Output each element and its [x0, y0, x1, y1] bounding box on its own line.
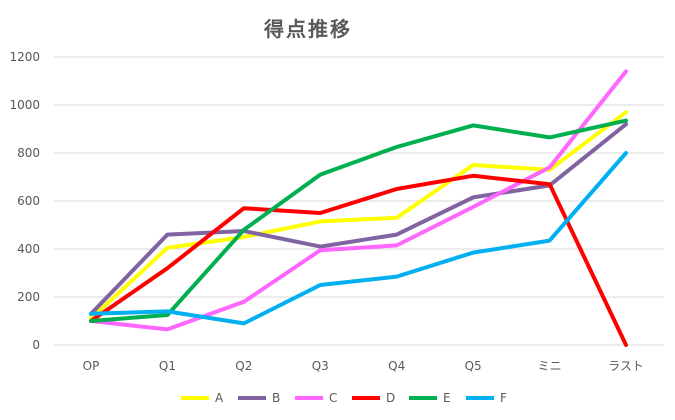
x-tick-label: OP	[83, 359, 100, 373]
legend-label-b: B	[272, 391, 280, 405]
series-line-c	[89, 69, 628, 332]
x-tick-label: Q4	[388, 359, 405, 373]
y-tick-label: 200	[17, 290, 40, 304]
x-tick-label: Q5	[465, 359, 482, 373]
y-tick-label: 400	[17, 242, 40, 256]
series-line-e	[89, 118, 628, 323]
chart-title: 得点推移	[263, 17, 352, 41]
x-tick-label: ラスト	[608, 359, 644, 373]
legend-label-c: C	[329, 391, 337, 405]
y-tick-label: 1000	[9, 98, 40, 112]
y-tick-label: 1200	[9, 50, 40, 64]
legend-label-e: E	[443, 391, 451, 405]
x-tick-label: Q3	[312, 359, 329, 373]
y-tick-label: 600	[17, 194, 40, 208]
series-layer	[89, 69, 628, 347]
x-tick-label: Q1	[159, 359, 176, 373]
y-axis-labels: 0 200 400 600 800 1000 1200	[9, 50, 40, 352]
series-line-f	[89, 151, 628, 326]
x-tick-label: ミニ	[538, 359, 562, 373]
legend-label-a: A	[215, 391, 224, 405]
y-tick-label: 800	[17, 146, 40, 160]
x-axis-labels: OP Q1 Q2 Q3 Q4 Q5 ミニ ラスト	[83, 359, 644, 373]
series-line-d	[89, 173, 628, 347]
legend: A B C D E F	[181, 391, 507, 405]
series-line-a	[89, 110, 628, 321]
legend-label-f: F	[500, 391, 507, 405]
x-tick-label: Q2	[235, 359, 252, 373]
legend-label-d: D	[386, 391, 395, 405]
y-tick-label: 0	[32, 338, 40, 352]
series-line-b	[89, 122, 628, 316]
